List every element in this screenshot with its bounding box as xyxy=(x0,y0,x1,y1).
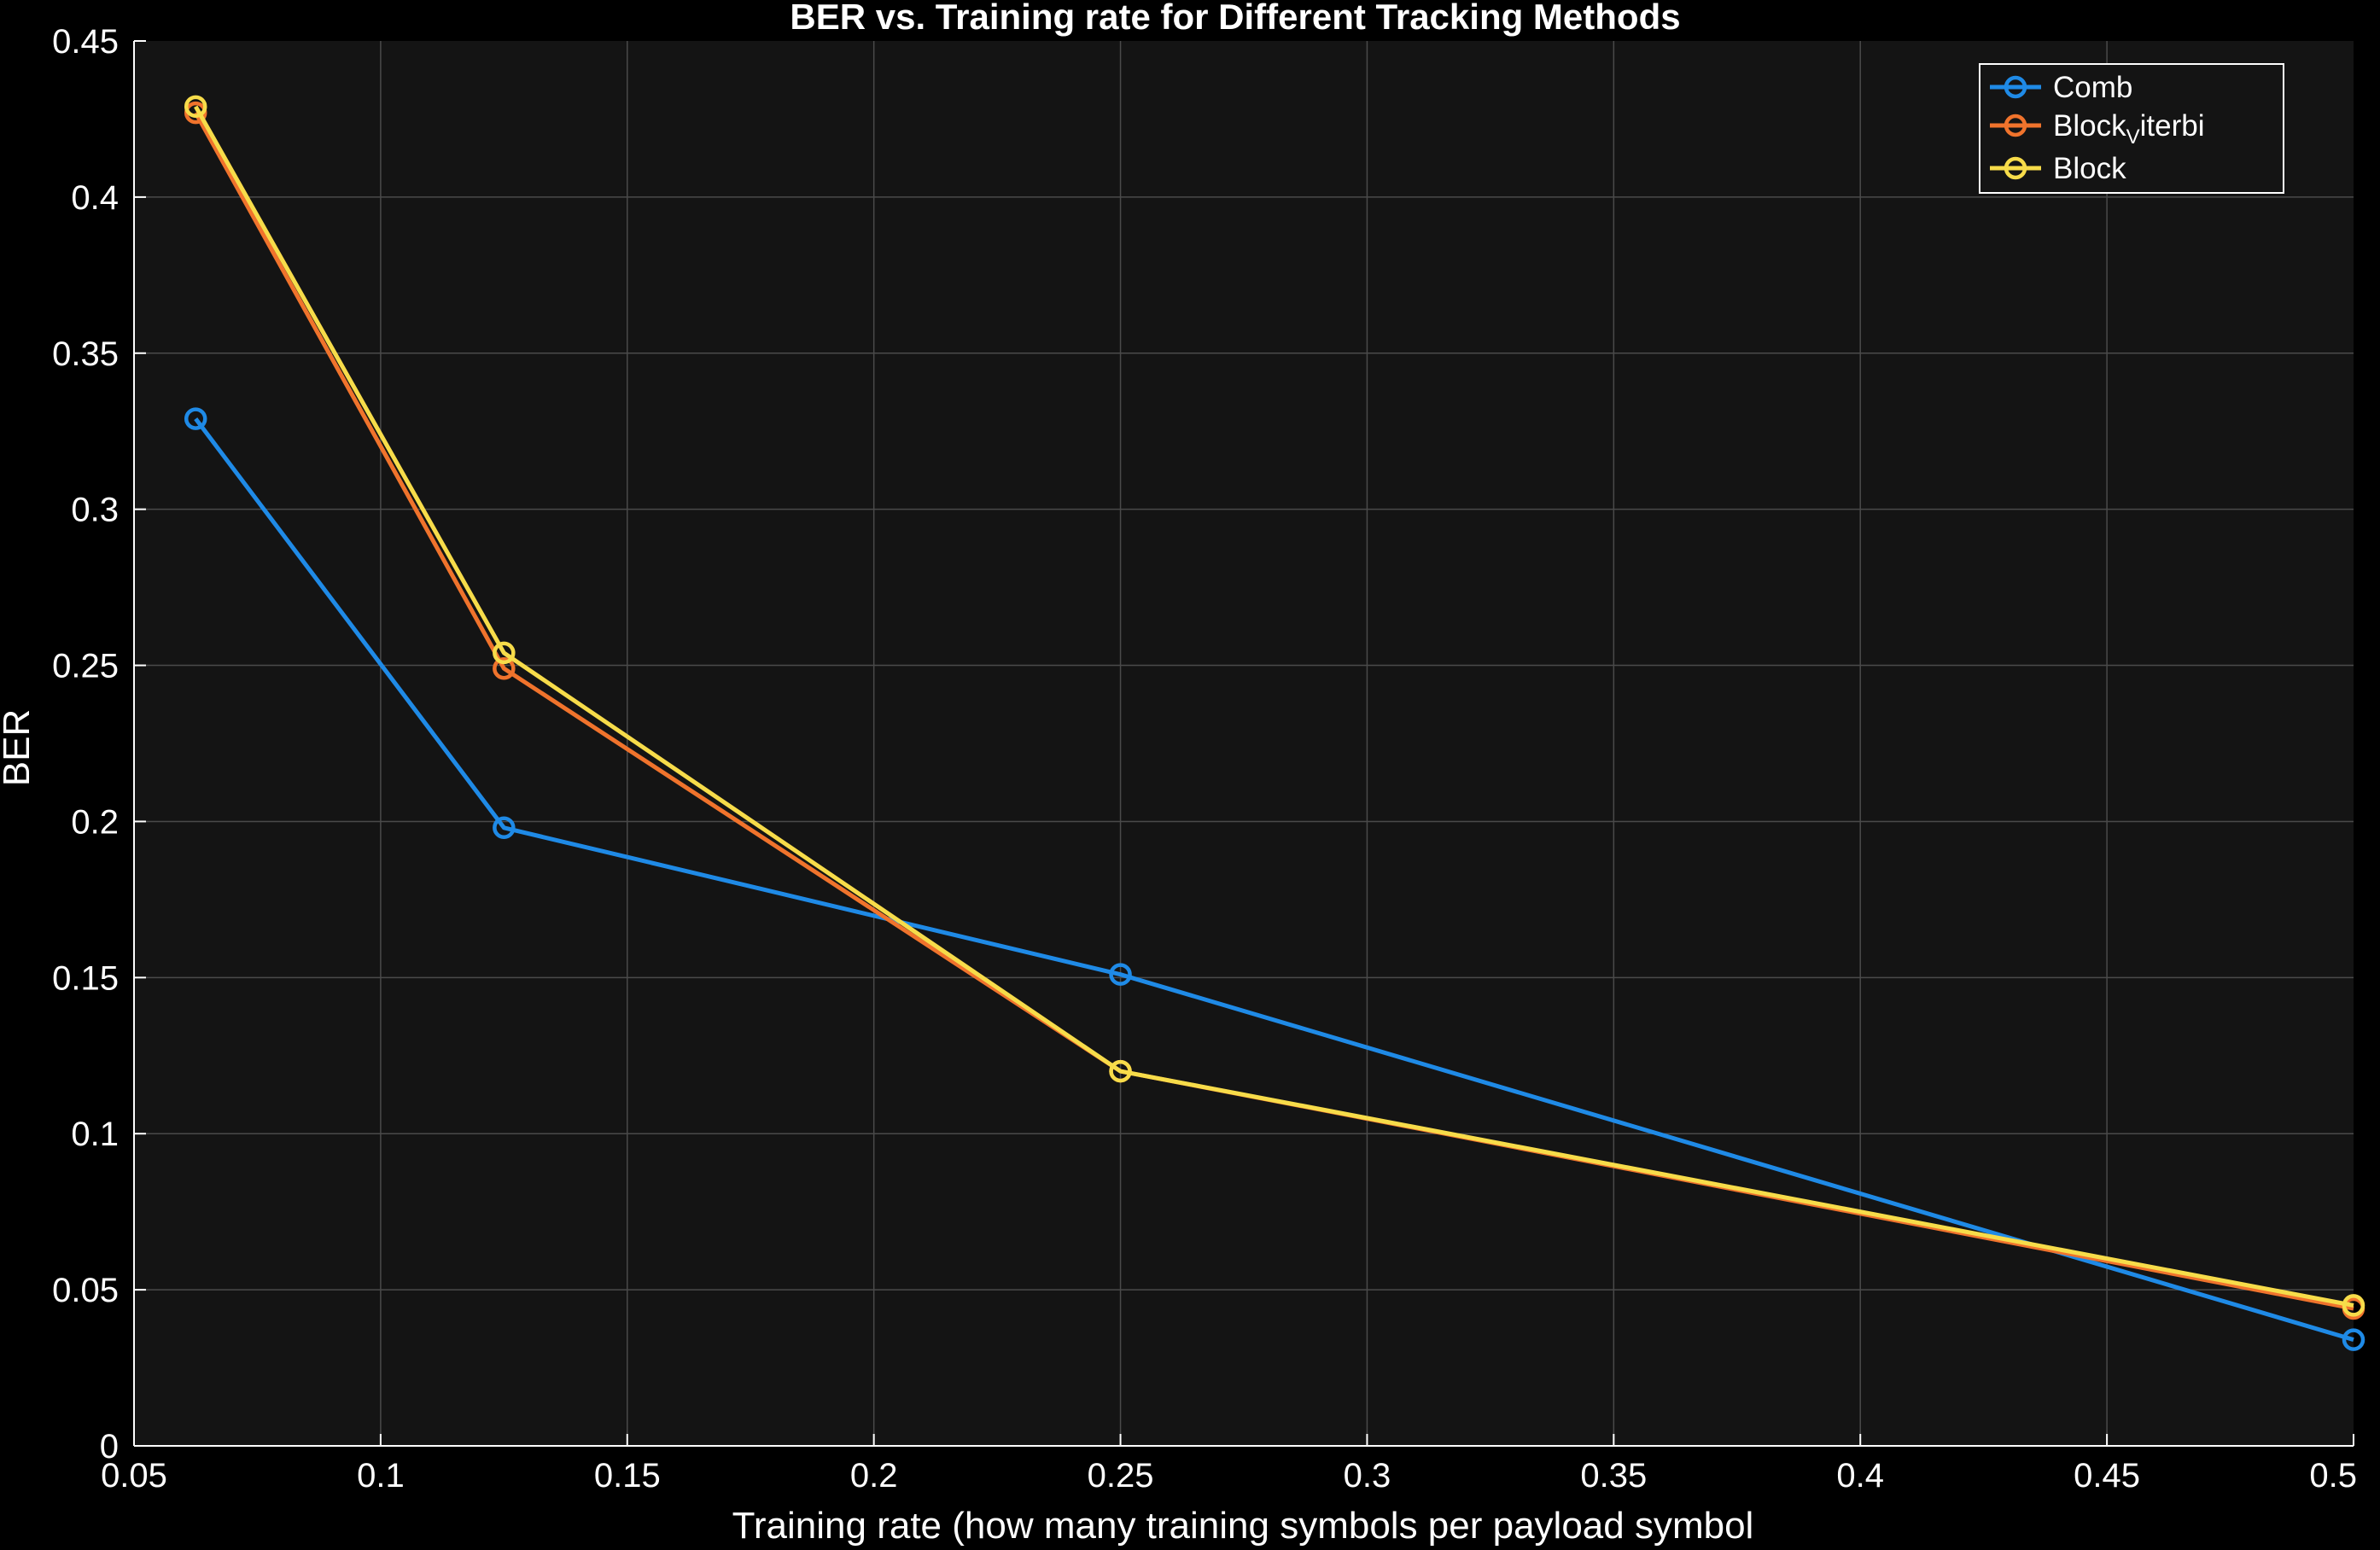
x-tick-label: 0.2 xyxy=(850,1457,898,1495)
axes xyxy=(133,40,2354,1447)
x-tick-label: 0.45 xyxy=(2074,1457,2140,1495)
x-tick-label: 0.3 xyxy=(1344,1457,1391,1495)
y-tick-label: 0.25 xyxy=(52,648,119,685)
legend-label-suffix: iterbi xyxy=(2140,109,2205,143)
series-line xyxy=(194,417,2354,1343)
y-tick-label: 0 xyxy=(100,1428,119,1466)
x-tick-label: 0.4 xyxy=(1836,1457,1884,1495)
y-axis-label: BER xyxy=(0,709,38,786)
legend-marker xyxy=(2004,156,2027,180)
series-1 xyxy=(184,407,2365,1351)
x-tick-label: 0.5 xyxy=(2309,1457,2357,1495)
x-tick-label: 0.15 xyxy=(594,1457,661,1495)
y-tick-label: 0.2 xyxy=(71,803,119,841)
data-point-marker xyxy=(493,816,516,840)
x-tick-label: 0.05 xyxy=(101,1457,167,1495)
series-3 xyxy=(184,95,2365,1317)
y-tick-label: 0.35 xyxy=(52,335,119,373)
series-layer xyxy=(184,95,2365,1351)
series-line xyxy=(194,105,2354,1308)
legend-entry: Comb xyxy=(1990,71,2132,104)
legend-marker xyxy=(2004,75,2027,99)
y-tick-label: 0.3 xyxy=(71,492,119,529)
y-tick-label: 0.4 xyxy=(71,179,119,217)
x-tick-label: 0.35 xyxy=(1580,1457,1647,1495)
data-point-marker xyxy=(184,407,207,430)
y-tick-label: 0.05 xyxy=(52,1272,119,1309)
y-tick-label: 0.45 xyxy=(52,23,119,61)
x-tick-labels: 0.05 0.1 0.15 0.2 0.25 0.3 0.35 0.4 0.45 0.5 xyxy=(101,1457,2357,1495)
data-point-marker xyxy=(493,641,516,665)
legend-label: Block xyxy=(2053,152,2126,185)
legend-entry: Block xyxy=(1990,152,2126,185)
y-tick-labels: 0 0.05 0.1 0.15 0.2 0.25 0.3 0.35 0.4 0.45 xyxy=(52,23,119,1466)
data-point-marker xyxy=(493,656,516,680)
y-tick-label: 0.1 xyxy=(71,1116,119,1153)
chart-title: BER vs. Training rate for Different Trac… xyxy=(790,0,1680,37)
legend-label-subscript: V xyxy=(2126,125,2140,149)
data-point-marker xyxy=(1109,963,1132,986)
plot-area xyxy=(134,41,2354,1446)
data-point-marker xyxy=(184,95,207,119)
data-point-marker xyxy=(2342,1328,2365,1351)
data-point-marker xyxy=(2342,1294,2365,1317)
x-axis-label: Training rate (how many training symbols… xyxy=(732,1505,1754,1547)
legend-marker xyxy=(2004,114,2027,137)
x-tick-label: 0.25 xyxy=(1088,1457,1154,1495)
data-point-marker xyxy=(1109,1059,1132,1083)
grid-lines xyxy=(134,41,2354,1446)
y-tick-label: 0.15 xyxy=(52,959,119,997)
legend-label: Comb xyxy=(2053,71,2132,104)
x-tick-label: 0.1 xyxy=(357,1457,405,1495)
